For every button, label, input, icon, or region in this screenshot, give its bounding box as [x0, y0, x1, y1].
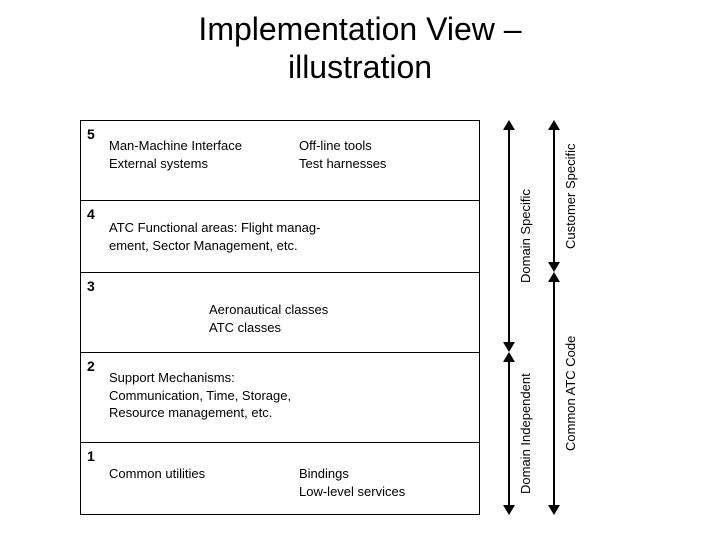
- text: ATC Functional areas: Flight manag-: [109, 219, 469, 237]
- arrow-shaft: [553, 280, 555, 507]
- text: Resource management, etc.: [109, 404, 469, 422]
- arrowhead-down-icon: [548, 262, 560, 272]
- arrow-shaft: [508, 128, 510, 344]
- layer-number: 1: [87, 447, 95, 466]
- layer-5-right: Off-line tools Test harnesses: [299, 137, 469, 172]
- text: Man-Machine Interface: [109, 137, 279, 155]
- title-line-1: Implementation View –: [198, 11, 521, 47]
- text: ement, Sector Management, etc.: [109, 237, 469, 255]
- layer-1: 1 Common utilities Bindings Low-level se…: [81, 443, 479, 516]
- range-label-common-atc-code: Common ATC Code: [563, 272, 578, 515]
- range-bar-customer-specific: [545, 120, 563, 272]
- range-label-customer-specific: Customer Specific: [563, 120, 578, 272]
- text: Off-line tools: [299, 137, 469, 155]
- page-title: Implementation View – illustration: [0, 0, 720, 92]
- text: ATC classes: [209, 319, 469, 337]
- range-bar-common-atc-code: [545, 272, 563, 515]
- layer-4: 4 ATC Functional areas: Flight manag- em…: [81, 201, 479, 273]
- layer-2: 2 Support Mechanisms: Communication, Tim…: [81, 353, 479, 443]
- text: External systems: [109, 155, 279, 173]
- text: Common utilities: [109, 465, 279, 483]
- text: Bindings: [299, 465, 469, 483]
- text: Communication, Time, Storage,: [109, 387, 469, 405]
- layer-stack: 5 Man-Machine Interface External systems…: [80, 120, 480, 515]
- range-label-domain-specific: Domain Specific: [518, 120, 533, 352]
- layer-1-left: Common utilities: [109, 465, 279, 500]
- layer-number: 3: [87, 277, 95, 296]
- range-bar-domain-specific: [500, 120, 518, 352]
- layer-5-left: Man-Machine Interface External systems: [109, 137, 279, 172]
- layer-5: 5 Man-Machine Interface External systems…: [81, 121, 479, 201]
- range-bar-domain-independent: [500, 352, 518, 515]
- text: Aeronautical classes: [209, 301, 469, 319]
- layer-1-right: Bindings Low-level services: [299, 465, 469, 500]
- arrow-shaft: [508, 360, 510, 507]
- text: Support Mechanisms:: [109, 369, 469, 387]
- diagram: 5 Man-Machine Interface External systems…: [80, 120, 640, 515]
- arrow-shaft: [553, 128, 555, 264]
- text: Low-level services: [299, 483, 469, 501]
- arrowhead-down-icon: [503, 342, 515, 352]
- title-line-2: illustration: [288, 49, 432, 85]
- arrowhead-down-icon: [548, 505, 560, 515]
- text: Test harnesses: [299, 155, 469, 173]
- layer-number: 5: [87, 125, 95, 144]
- layer-3: 3 Aeronautical classes ATC classes: [81, 273, 479, 353]
- arrowhead-down-icon: [503, 505, 515, 515]
- layer-number: 4: [87, 205, 95, 224]
- layer-number: 2: [87, 357, 95, 376]
- range-label-domain-independent: Domain Independent: [518, 352, 533, 515]
